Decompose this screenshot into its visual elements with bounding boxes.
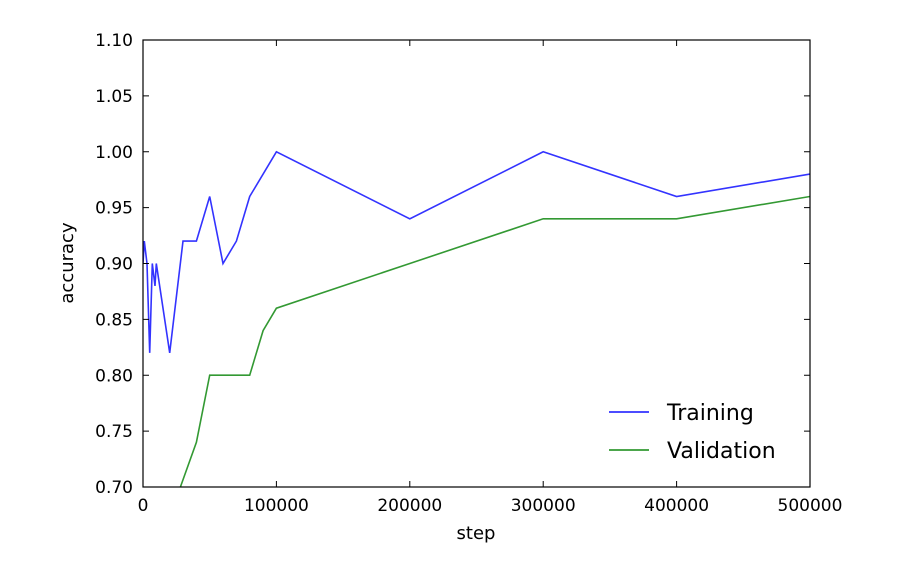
- legend-label-training: Training: [666, 401, 754, 426]
- y-tick-label: 1.10: [95, 31, 133, 51]
- y-tick-label: 1.00: [95, 143, 133, 163]
- series-line-validation: [179, 195, 810, 487]
- x-axis-label: step: [457, 523, 496, 544]
- legend-label-validation: Validation: [667, 439, 776, 464]
- y-tick-label: 0.85: [95, 310, 133, 330]
- x-tick-label: 400000: [644, 496, 709, 516]
- x-tick-label: 200000: [377, 496, 442, 516]
- y-tick-label: 0.70: [95, 478, 133, 498]
- x-tick-label: 0: [138, 496, 149, 516]
- x-tick-label: 100000: [244, 496, 309, 516]
- y-axis-label: accuracy: [57, 222, 78, 304]
- plot-area: [143, 40, 810, 487]
- y-tick-label: 0.95: [95, 199, 133, 219]
- x-tick-label: 300000: [511, 496, 576, 516]
- y-tick-label: 0.90: [95, 255, 133, 275]
- y-tick-label: 0.80: [95, 366, 133, 386]
- y-tick-label: 1.05: [95, 87, 133, 107]
- legend: Training Validation: [609, 401, 776, 464]
- series-line-training: [143, 150, 810, 354]
- y-tick-label: 0.75: [95, 422, 133, 442]
- x-tick-label: 500000: [778, 496, 843, 516]
